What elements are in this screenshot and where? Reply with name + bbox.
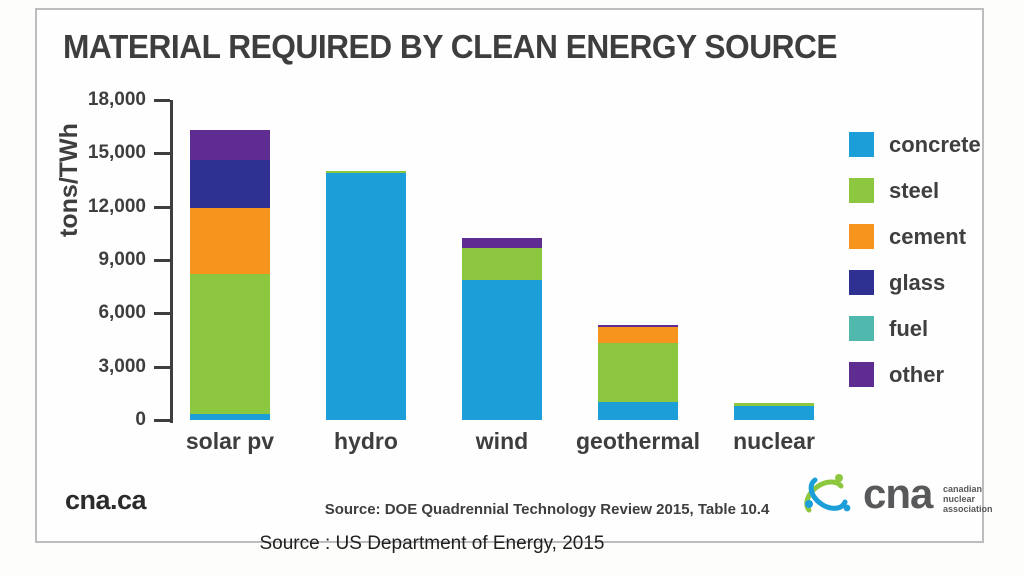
y-tick-mark bbox=[154, 152, 170, 156]
legend-swatch-glass bbox=[849, 270, 874, 295]
y-tick-label: 3,000 bbox=[98, 355, 146, 377]
legend-swatch-steel bbox=[849, 178, 874, 203]
segment-solar-pv-concrete bbox=[190, 414, 270, 420]
segment-nuclear-steel bbox=[734, 403, 814, 406]
y-tick-mark bbox=[154, 205, 170, 209]
cna-logo-icon bbox=[795, 466, 857, 533]
legend: concrete steel cement glass fuel other bbox=[849, 132, 981, 408]
bar-slot-nuclear bbox=[706, 100, 842, 420]
cna-logo-text: cna bbox=[863, 470, 933, 517]
segment-geothermal-other bbox=[598, 325, 678, 327]
legend-item-cement: cement bbox=[849, 224, 981, 249]
legend-swatch-cement bbox=[849, 224, 874, 249]
x-label-wind: wind bbox=[475, 428, 529, 454]
bar-hydro bbox=[326, 171, 406, 420]
legend-label-glass: glass bbox=[889, 269, 946, 295]
plot-area bbox=[162, 100, 842, 420]
bar-nuclear bbox=[734, 403, 814, 420]
y-tick-label: 0 bbox=[135, 409, 146, 430]
legend-swatch-other bbox=[849, 362, 874, 387]
cna-logo-tagline-line: association bbox=[943, 504, 993, 514]
cna-logo-tagline-line: nuclear bbox=[943, 494, 976, 504]
bar-slot-hydro bbox=[298, 100, 434, 420]
segment-wind-other bbox=[462, 238, 542, 248]
y-axis-line bbox=[170, 100, 173, 423]
y-tick-label: 12,000 bbox=[87, 195, 146, 217]
segment-solar-pv-other bbox=[190, 130, 270, 160]
segment-hydro-steel bbox=[326, 171, 406, 173]
bar-slot-solar-pv bbox=[162, 100, 298, 420]
legend-swatch-concrete bbox=[849, 132, 874, 157]
legend-item-steel: steel bbox=[849, 178, 981, 203]
segment-nuclear-concrete bbox=[734, 406, 814, 420]
legend-item-fuel: fuel bbox=[849, 316, 981, 341]
y-tick-label: 9,000 bbox=[98, 249, 146, 270]
x-label-solar-pv: solar pv bbox=[185, 428, 275, 454]
y-tick-mark bbox=[154, 365, 170, 369]
y-tick-label: 15,000 bbox=[87, 142, 146, 164]
chart-title: MATERIAL REQUIRED BY CLEAN ENERGY SOURCE bbox=[63, 28, 838, 65]
bar-wind bbox=[462, 238, 542, 420]
segment-wind-steel bbox=[462, 248, 542, 280]
bar-slot-geothermal bbox=[570, 100, 706, 420]
website-text: cna.ca bbox=[65, 485, 147, 515]
legend-label-steel: steel bbox=[889, 177, 940, 203]
bottom-caption: Source : US Department of Energy, 2015 bbox=[259, 533, 605, 554]
legend-item-concrete: concrete bbox=[849, 132, 981, 157]
segment-geothermal-concrete bbox=[598, 402, 678, 420]
x-label-nuclear: nuclear bbox=[733, 428, 815, 454]
y-tick-mark bbox=[154, 419, 170, 422]
legend-label-concrete: concrete bbox=[889, 131, 981, 157]
cna-logo: cna canadian nuclear association bbox=[795, 462, 993, 537]
cna-logo-tagline: canadian nuclear association bbox=[943, 484, 993, 514]
segment-wind-concrete bbox=[462, 280, 542, 420]
legend-swatch-fuel bbox=[849, 316, 874, 341]
bar-solar-pv bbox=[190, 130, 270, 420]
legend-item-glass: glass bbox=[849, 270, 981, 295]
segment-hydro-concrete bbox=[326, 173, 406, 420]
segment-geothermal-cement bbox=[598, 327, 678, 343]
y-tick-mark bbox=[154, 312, 170, 316]
legend-label-cement: cement bbox=[889, 223, 967, 249]
legend-item-other: other bbox=[849, 362, 981, 387]
legend-label-other: other bbox=[889, 361, 944, 387]
segment-solar-pv-glass bbox=[190, 160, 270, 208]
slide-frame: MATERIAL REQUIRED BY CLEAN ENERGY SOURCE… bbox=[35, 8, 993, 543]
segment-geothermal-steel bbox=[598, 343, 678, 402]
y-tick-label: 18,000 bbox=[87, 89, 146, 110]
y-tick-label: 6,000 bbox=[98, 302, 146, 324]
x-label-geothermal: geothermal bbox=[576, 428, 700, 454]
cna-logo-tagline-line: canadian bbox=[943, 484, 983, 494]
segment-solar-pv-steel bbox=[190, 274, 270, 414]
legend-label-fuel: fuel bbox=[889, 315, 929, 341]
y-tick-mark bbox=[154, 259, 170, 262]
chart-source-text: Source: DOE Quadrennial Technology Revie… bbox=[324, 501, 770, 518]
bar-slot-wind bbox=[434, 100, 570, 420]
bar-geothermal bbox=[598, 325, 678, 420]
x-label-hydro: hydro bbox=[334, 428, 398, 454]
y-tick-mark bbox=[154, 99, 170, 102]
segment-solar-pv-cement bbox=[190, 208, 270, 274]
x-axis-labels: solar pv hydro wind geothermal nuclear bbox=[162, 428, 842, 455]
